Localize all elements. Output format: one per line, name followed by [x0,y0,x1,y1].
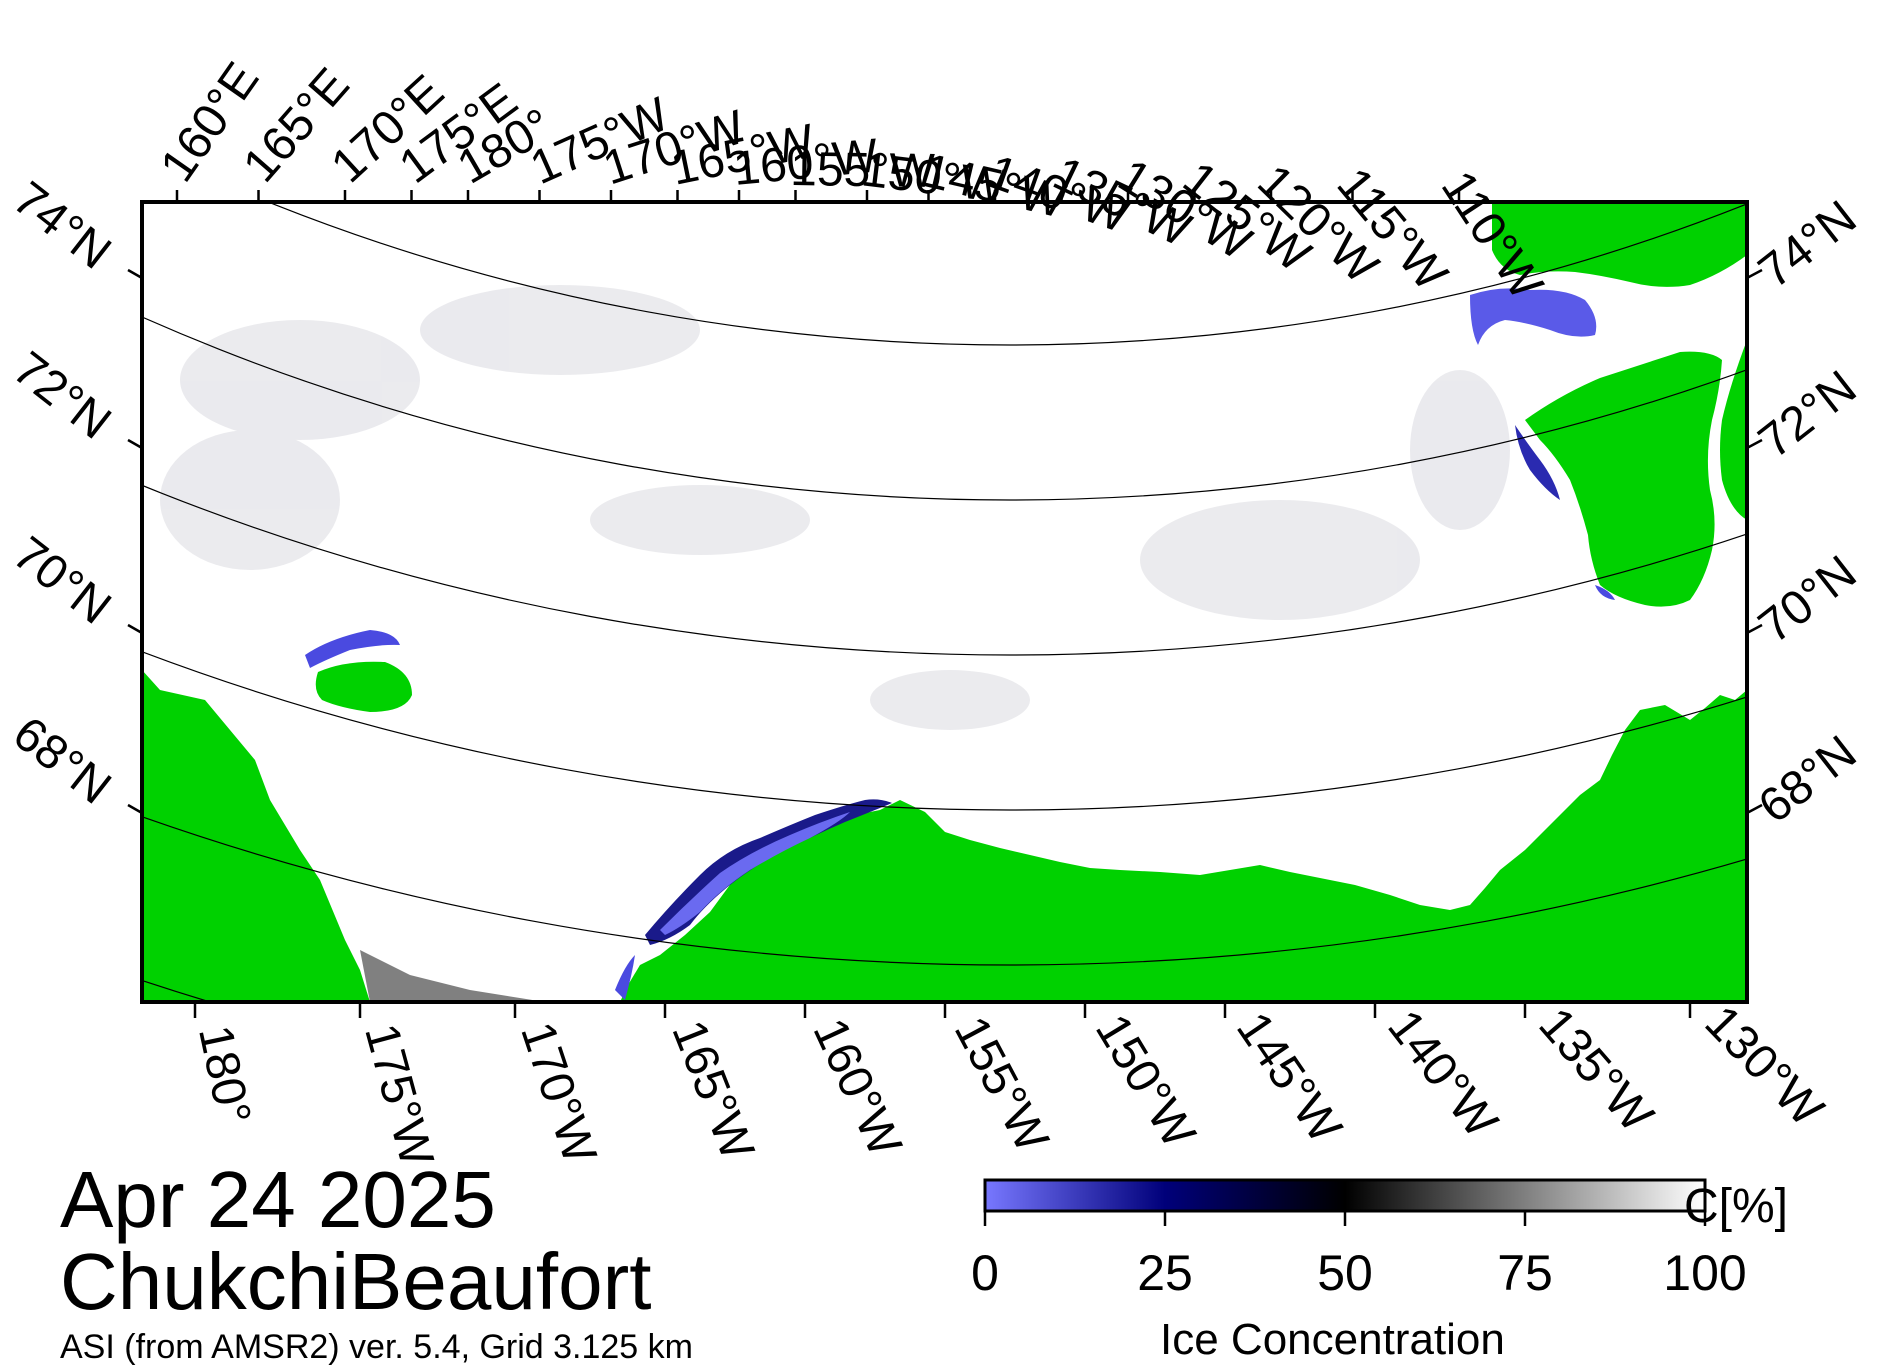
right-latitude-label: 74°N [1749,191,1866,299]
ice-texture [160,285,1510,730]
land-alaska [620,690,1747,1002]
colorbar-unit: C[%] [1684,1180,1788,1233]
tick-mark [1746,268,1763,280]
colorbar-tick-label: 100 [1663,1245,1746,1301]
product-label: ASI (from AMSR2) ver. 5.4, Grid 3.125 km [60,1328,693,1366]
longitude-label-text: 175°W [354,1018,443,1172]
land-wrangel-island [315,661,412,712]
tick-mark [127,268,143,280]
bottom-longitude-label: 170°W [510,1016,606,1171]
tick-mark [1746,623,1763,635]
colorbar-tick-label: 25 [1137,1245,1193,1301]
left-latitude-label: 68°N [3,707,120,815]
bottom-longitude-label: 160°W [803,1011,912,1165]
bottom-longitude-label: 150°W [1085,1006,1206,1158]
right-latitude-label: 72°N [1749,361,1866,469]
land-chukotka [142,670,370,1002]
left-latitude-label: 72°N [3,342,120,450]
top-longitude-label: 155°W [790,143,936,198]
low-ice-east [1595,585,1615,600]
tick-mark [127,803,143,815]
longitude-label-text: 130°W [1695,996,1834,1137]
bottom-longitude-label: 180° [188,1021,260,1129]
open-water-chukchi [660,812,850,935]
latitude-label-text: 72°N [1749,361,1866,469]
land-victoria-island [1492,202,1747,287]
tick-mark [127,623,143,635]
colorbar-ticks [983,1211,1707,1226]
tick-mark [127,438,143,450]
bottom-longitude-label: 135°W [1528,998,1663,1143]
legend-title: Ice Concentration [1160,1315,1505,1364]
right-latitude-label: 70°N [1749,546,1866,654]
land-east-shore [1720,340,1747,520]
low-ice-wrangel [305,630,400,668]
colorbar-tick-labels: 0 25 50 75 100 [971,1245,1747,1301]
open-water-amundsen [1470,288,1597,345]
bottom-longitude-label: 155°W [944,1008,1059,1161]
longitude-label-text: 145°W [1226,1003,1352,1153]
longitude-label-text: 135°W [1528,998,1663,1143]
longitude-label-text: 155°W [790,143,936,198]
latitude-label-text: 74°N [3,172,120,280]
left-latitude-label: 74°N [3,172,120,280]
bottom-longitude-label: 165°W [661,1013,764,1168]
latitude-label-text: 72°N [3,342,120,450]
longitude-label-text: 150°W [1085,1006,1206,1158]
frame-ticks [127,190,1763,1018]
longitude-label-text: 165°W [661,1013,764,1168]
longitude-label-text: 160°W [803,1011,912,1165]
region-label: ChukchiBeaufort [60,1237,652,1326]
longitude-label-text: 140°W [1377,1001,1508,1148]
bottom-longitude-label: 130°W [1695,996,1834,1137]
colorbar: 0 25 50 75 100 C[%] [971,1178,1788,1301]
bottom-longitude-label: 145°W [1226,1003,1352,1153]
bottom-longitude-label: 175°W [354,1018,443,1172]
tick-mark [1746,803,1763,815]
left-latitude-label: 70°N [3,527,120,635]
colorbar-tick-label: 50 [1317,1245,1373,1301]
latitude-label-text: 70°N [1749,546,1866,654]
right-latitude-label: 68°N [1749,726,1866,834]
longitude-label-text: 180° [188,1021,260,1129]
colorbar-tick-label: 75 [1497,1245,1553,1301]
longitude-label-text: 170°W [510,1016,606,1171]
land-banks-island [1525,351,1722,607]
colorbar-gradient [983,1178,1707,1213]
latitude-label-text: 74°N [1749,191,1866,299]
bottom-longitude-label: 140°W [1377,1001,1508,1148]
low-ice-point-hope [615,955,635,1000]
tick-mark [1746,438,1763,450]
low-ice-banks-strait [1515,425,1560,500]
colorbar-tick-label: 0 [971,1245,999,1301]
latitude-label-text: 70°N [3,527,120,635]
latitude-label-text: 68°N [1749,726,1866,834]
latitude-label-text: 68°N [3,707,120,815]
parallel-line [0,0,1890,35]
date-label: Apr 24 2025 [60,1155,496,1244]
no-data-region [360,950,545,1002]
bottom-longitude-labels: 180° 175°W 170°W 165°W 160°W 155°W 150°W 145°W 1… [188,996,1834,1173]
longitude-label-text: 155°W [944,1008,1059,1161]
